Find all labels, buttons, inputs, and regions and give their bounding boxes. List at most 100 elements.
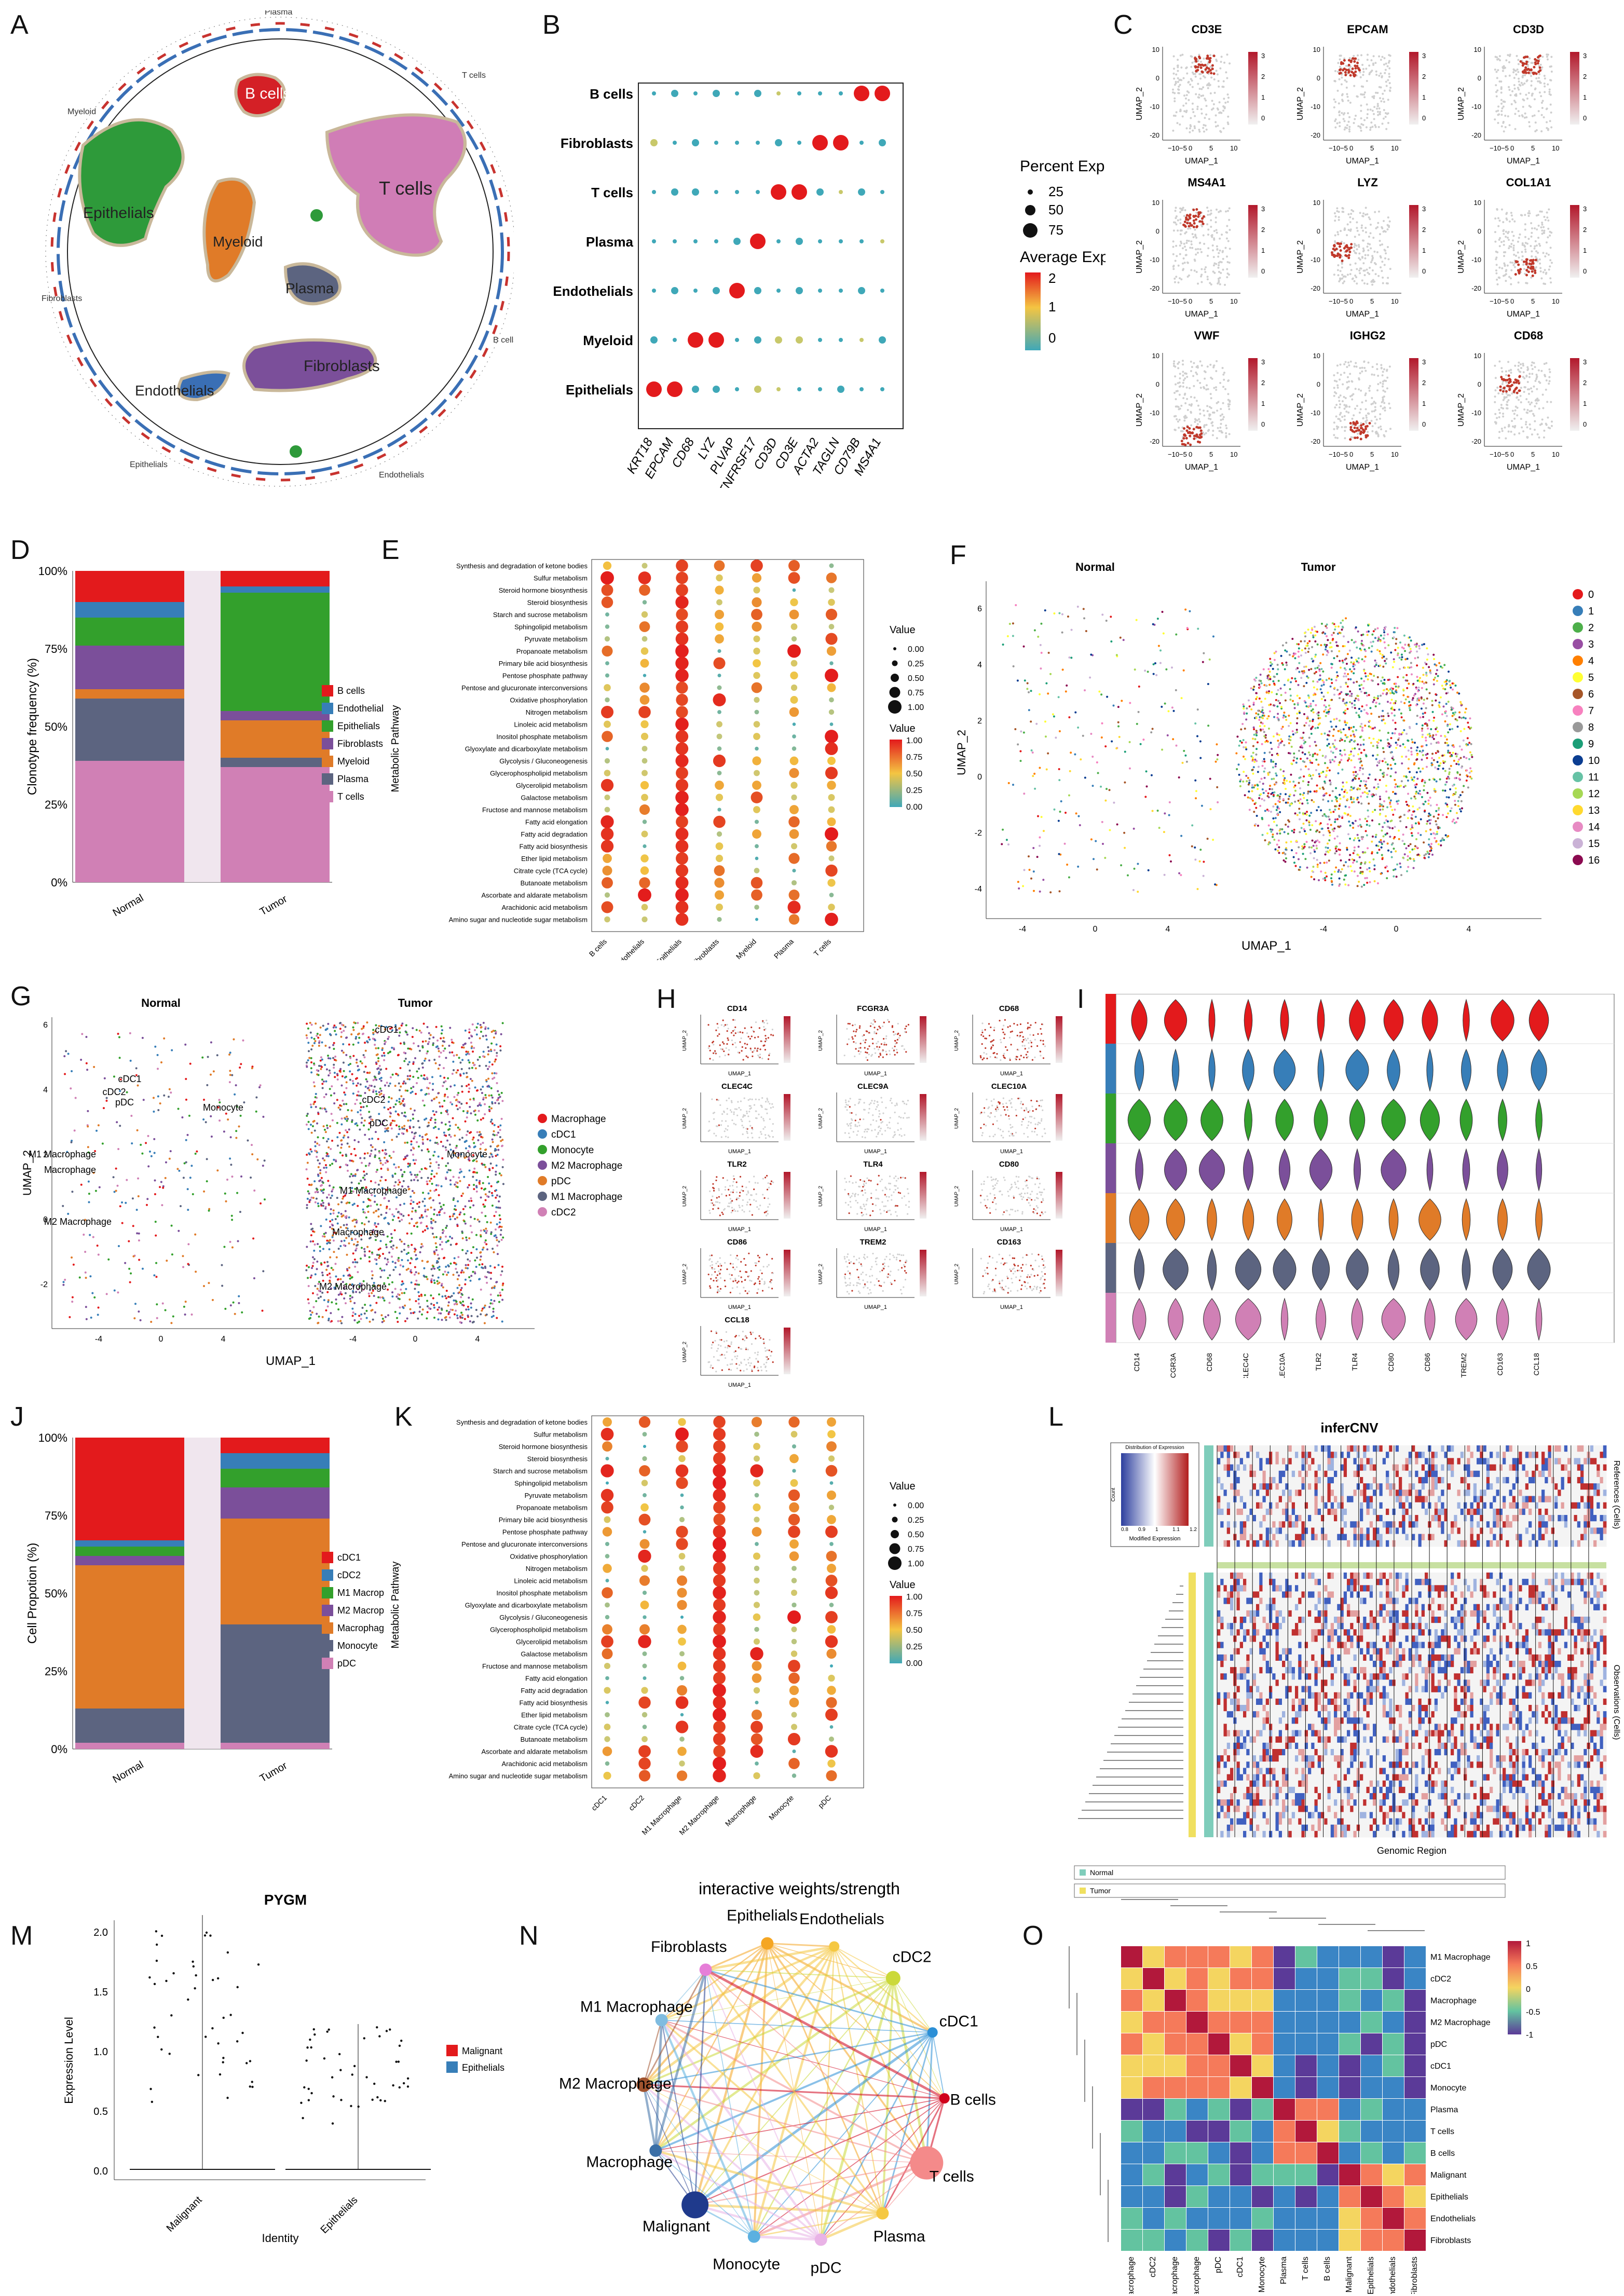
met-dot: [602, 865, 612, 876]
f-cell-tumor: [1307, 792, 1309, 795]
c-cell: [1188, 91, 1190, 94]
met-dot: [675, 644, 689, 658]
c-cell: [1339, 403, 1341, 406]
f-cell-tumor: [1460, 717, 1463, 719]
f-cell-tumor: [1263, 731, 1265, 733]
c-cell: [1359, 126, 1361, 128]
c-cell: [1536, 399, 1539, 402]
c-cell: [1370, 403, 1373, 405]
c-cell: [1362, 124, 1364, 126]
f-cell-tumor: [1332, 743, 1334, 745]
f-cell-tumor: [1424, 712, 1426, 714]
f-cell-tumor: [1334, 818, 1336, 821]
c-cell-high: [1525, 258, 1529, 261]
c-cell: [1225, 424, 1227, 427]
c-cell: [1173, 281, 1176, 283]
f-cell-tumor: [1382, 775, 1385, 778]
c-cell: [1182, 385, 1184, 388]
f-cell-tumor: [1271, 754, 1273, 756]
c-cell: [1541, 222, 1544, 224]
f-cell-tumor: [1299, 793, 1302, 796]
met-dot: [640, 854, 649, 863]
f-cell-tumor: [1380, 841, 1383, 844]
c-xtick: −10−5: [1490, 450, 1509, 458]
c-cell: [1371, 430, 1374, 432]
pathway-label: Pyruvate metabolism: [525, 635, 588, 643]
c-cell: [1336, 89, 1339, 92]
f-cell-tumor: [1303, 792, 1305, 795]
label-epithelials: Epithelials: [83, 204, 154, 222]
f-cell-tumor: [1347, 884, 1350, 886]
c-cell: [1204, 70, 1207, 73]
f-cell-tumor: [1398, 708, 1400, 711]
c-ytick: 0: [1156, 74, 1159, 82]
c-colorbar: [1409, 205, 1418, 278]
c-xtick: −10−5: [1490, 297, 1509, 305]
b-dot: [754, 287, 761, 294]
c-cell: [1527, 215, 1530, 217]
f-cell-tumor: [1368, 720, 1371, 722]
f-cell-tumor: [1312, 636, 1315, 638]
c-cell: [1525, 80, 1528, 83]
f-xtick: -4: [1019, 925, 1026, 934]
c-cell: [1496, 278, 1498, 281]
f-cell-tumor: [1403, 702, 1406, 704]
c-cell: [1385, 80, 1387, 83]
c-cell: [1197, 404, 1199, 407]
f-cell-normal: [1077, 865, 1080, 868]
f-cell-tumor: [1407, 855, 1409, 857]
c-cell: [1513, 87, 1516, 90]
c-cell: [1343, 275, 1346, 278]
met-dot: [754, 696, 760, 703]
c-cell: [1524, 251, 1527, 253]
f-cell-tumor: [1333, 718, 1335, 721]
c-xtick: 10: [1552, 450, 1559, 458]
c-cell: [1540, 95, 1543, 98]
f-cell-tumor: [1441, 713, 1443, 716]
f-cell-tumor: [1333, 870, 1336, 873]
c-cell: [1181, 247, 1184, 250]
f-cell-tumor: [1293, 703, 1296, 705]
c-xtick: 0: [1189, 450, 1192, 458]
f-cell-tumor: [1451, 755, 1453, 757]
f-cell-tumor: [1420, 818, 1422, 821]
c-cell-high: [1509, 385, 1512, 388]
f-cell-tumor: [1372, 754, 1374, 757]
c-cell: [1205, 423, 1208, 426]
f-cell-tumor: [1303, 725, 1306, 727]
f-cell-tumor: [1387, 732, 1389, 734]
panel-label-c: C: [1113, 10, 1133, 40]
c-cell: [1535, 373, 1538, 376]
f-cell-tumor: [1357, 845, 1360, 848]
f-cell-normal: [1132, 827, 1135, 830]
c-cell: [1537, 214, 1539, 216]
f-cell-tumor: [1294, 732, 1297, 734]
f-cell-tumor: [1433, 658, 1436, 660]
c-cell-high: [1507, 374, 1510, 377]
met-dot: [715, 842, 724, 850]
f-cell-tumor: [1360, 863, 1362, 865]
f-cell-normal: [1118, 735, 1121, 738]
f-cell-normal: [1012, 784, 1015, 786]
f-cell-normal: [1045, 682, 1048, 685]
c-cell: [1371, 425, 1374, 428]
f-cell-tumor: [1287, 678, 1290, 681]
f-cell-tumor: [1430, 728, 1432, 730]
f-cell-tumor: [1316, 809, 1318, 812]
met-dot: [828, 855, 835, 862]
legend-label: B cells: [337, 686, 365, 696]
f-cell-tumor: [1349, 838, 1352, 840]
c-cell: [1548, 268, 1550, 271]
f-cell-tumor: [1350, 661, 1353, 664]
c-cell: [1334, 79, 1336, 82]
met-dot: [790, 660, 798, 667]
c-cell: [1194, 419, 1197, 421]
c-cell-high: [1347, 59, 1350, 62]
c-cell: [1540, 130, 1543, 133]
met-dot: [788, 890, 800, 900]
b-dot: [859, 338, 864, 342]
f-cell-tumor: [1311, 839, 1314, 842]
f-cell-tumor: [1317, 763, 1320, 766]
f-cell-tumor: [1314, 693, 1317, 696]
f-cell-tumor: [1319, 662, 1322, 664]
